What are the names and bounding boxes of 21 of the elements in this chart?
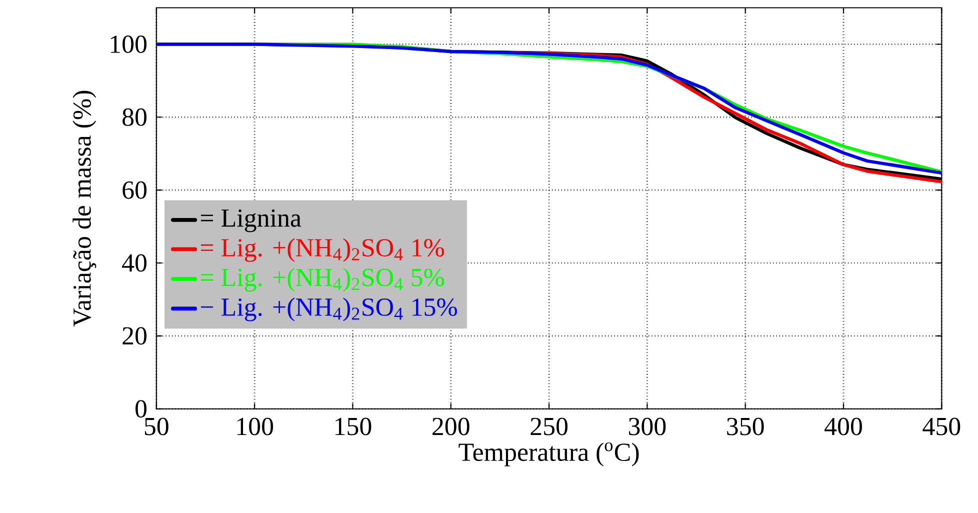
x-tick-label: 200: [432, 418, 470, 436]
y-tick-label: 100: [110, 35, 147, 53]
y-axis-title: Variação de massa (%): [72, 90, 96, 327]
legend-label: = Lig. +(NH$_{4}$)$_{2}$SO$_{4}$ 1%: [200, 238, 444, 262]
x-axis-title: Temperatura ($^{o}$C): [458, 442, 639, 466]
y-tick-label: 40: [122, 254, 147, 272]
y-tick-label: 80: [122, 108, 147, 126]
legend-label: = Lig. +(NH$_{4}$)$_{2}$SO$_{4}$ 5%: [200, 268, 444, 292]
x-tick-label: 50: [144, 418, 168, 436]
x-tick-label: 150: [336, 418, 372, 436]
x-tick-label: 450: [922, 418, 960, 436]
x-tick-label: 350: [727, 418, 764, 436]
legend-label: = Lignina: [200, 209, 302, 232]
x-tick-label: 400: [824, 418, 862, 436]
legend-label: − Lig. +(NH$_{4}$)$_{2}$SO$_{4}$ 15%: [200, 298, 457, 322]
x-tick-label: 250: [530, 418, 568, 436]
x-tick-label: 300: [628, 418, 666, 436]
x-tick-label: 100: [237, 418, 274, 436]
y-tick-label: 20: [122, 327, 147, 345]
y-tick-label: 0: [136, 400, 147, 418]
y-tick-label: 60: [122, 181, 147, 199]
